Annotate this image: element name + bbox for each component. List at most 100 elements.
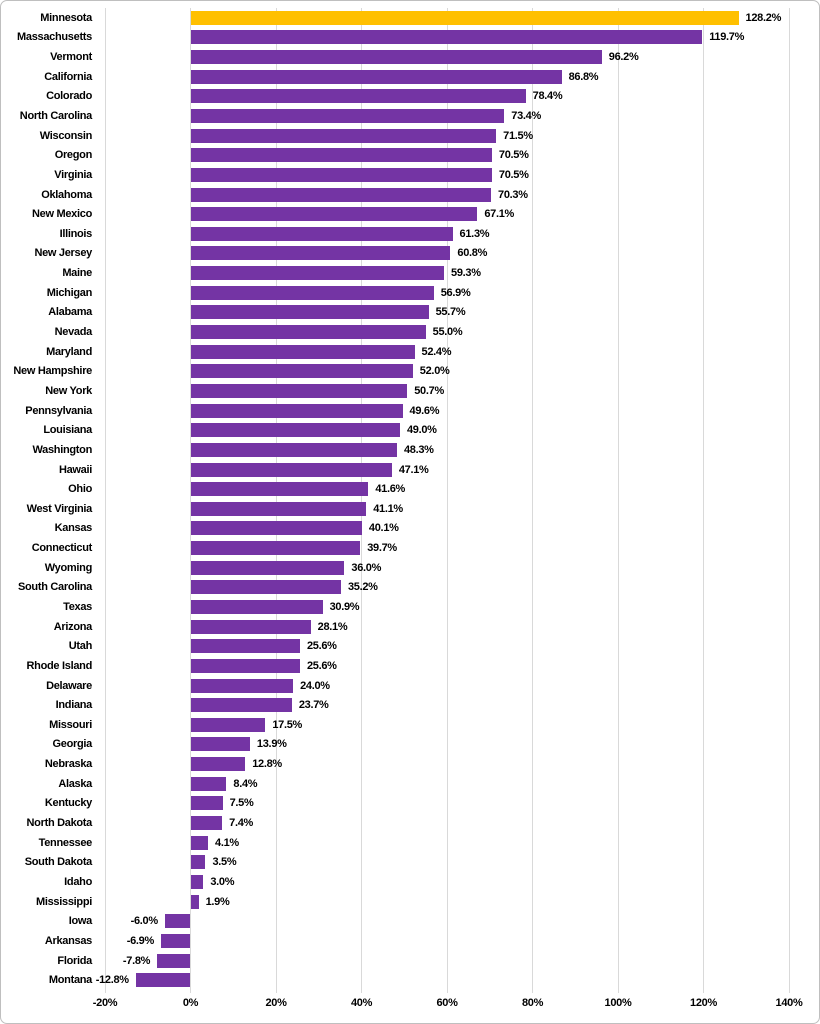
gridline	[190, 8, 191, 993]
value-label: 41.1%	[373, 502, 403, 515]
bar-row: Kentucky 7.5%	[0, 794, 820, 814]
category-label: Florida	[57, 954, 92, 967]
bar	[190, 50, 602, 65]
bar-row: New Hampshire 52.0%	[0, 362, 820, 382]
x-axis-tick-label: 140%	[775, 997, 803, 1009]
category-label: New Hampshire	[13, 365, 92, 378]
category-label: Georgia	[52, 738, 93, 751]
x-axis-tick-label: 0%	[182, 997, 199, 1009]
bar-row: New Mexico 67.1%	[0, 204, 820, 224]
bar	[190, 698, 292, 713]
value-label: 128.2%	[745, 11, 782, 24]
category-label: Colorado	[46, 90, 92, 103]
bar	[190, 482, 369, 497]
value-label: 96.2%	[608, 51, 639, 64]
bar	[190, 89, 526, 104]
bar-row: Oklahoma 70.3%	[0, 185, 820, 205]
bar-row: Michigan 56.9%	[0, 283, 820, 303]
category-label: Nebraska	[44, 758, 92, 771]
bar	[190, 344, 415, 359]
bar-row: Washington 48.3%	[0, 440, 820, 460]
bar-row: North Dakota 7.4%	[0, 813, 820, 833]
bar	[190, 148, 492, 163]
category-label: Alabama	[48, 306, 92, 319]
bar-row: Delaware 24.0%	[0, 676, 820, 696]
bar	[190, 639, 300, 654]
bar	[157, 953, 191, 968]
category-label: New Jersey	[34, 247, 92, 260]
bar-row: Alabama 55.7%	[0, 303, 820, 323]
bar	[190, 285, 434, 300]
category-label: Hawaii	[58, 463, 92, 476]
bar	[190, 167, 492, 182]
value-label: 47.1%	[398, 463, 429, 476]
gridline	[361, 8, 362, 993]
value-label: 25.6%	[306, 659, 337, 672]
value-label: 52.0%	[419, 365, 450, 378]
bar	[190, 894, 199, 909]
bar-row: Texas 30.9%	[0, 597, 820, 617]
bar	[190, 541, 361, 556]
value-label: 48.3%	[403, 443, 434, 456]
value-label: 1.9%	[205, 895, 230, 908]
category-label: Wyoming	[44, 561, 93, 574]
category-label: Rhode Island	[26, 659, 93, 672]
bar	[135, 973, 191, 988]
bar	[190, 580, 341, 595]
bar	[190, 305, 429, 320]
bar	[190, 207, 478, 222]
category-label: Missouri	[49, 718, 92, 731]
value-label: 73.4%	[511, 110, 541, 122]
bar-row: South Carolina 35.2%	[0, 578, 820, 598]
category-label: Nevada	[54, 326, 93, 339]
category-label: West Virginia	[26, 502, 93, 515]
category-label: North Carolina	[19, 110, 93, 122]
value-label: 24.0%	[300, 679, 330, 692]
gridline	[532, 8, 533, 993]
value-label: 71.5%	[503, 129, 533, 142]
bar-row: Mississippi 1.9%	[0, 892, 820, 912]
value-label: 52.4%	[421, 345, 452, 358]
value-label: 67.1%	[484, 208, 515, 221]
value-label: 36.0%	[351, 561, 382, 574]
bar-row: Wyoming 36.0%	[0, 558, 820, 578]
bar	[190, 187, 492, 202]
bar	[190, 69, 562, 84]
bar-row: South Dakota 3.5%	[0, 853, 820, 873]
value-label: 61.3%	[459, 227, 490, 240]
bar-row: New Jersey 60.8%	[0, 244, 820, 264]
value-label: 12.8%	[252, 758, 282, 771]
gridline	[617, 8, 619, 993]
value-label: 7.5%	[229, 797, 254, 810]
category-label: Pennsylvania	[25, 404, 92, 417]
bar-row: Tennessee 4.1%	[0, 833, 820, 853]
category-label: Wisconsin	[39, 129, 93, 142]
bar-row: Maine 59.3%	[0, 263, 820, 283]
category-label: Connecticut	[31, 542, 93, 555]
category-label: New York	[45, 384, 92, 397]
category-label: Idaho	[64, 875, 92, 888]
bar	[190, 737, 250, 752]
category-label: South Dakota	[24, 856, 93, 869]
category-label: Iowa	[68, 915, 93, 928]
x-axis-tick-label: 80%	[521, 997, 544, 1009]
category-label: Ohio	[68, 483, 92, 496]
category-label: Alaska	[58, 777, 92, 790]
bar	[190, 600, 323, 614]
bar-row: Maryland 52.4%	[0, 342, 820, 362]
bar	[190, 364, 413, 379]
value-label: 13.9%	[256, 738, 287, 751]
bar	[190, 226, 453, 241]
category-label: Oregon	[54, 149, 93, 162]
value-label: 41.6%	[375, 483, 406, 496]
value-label: 17.5%	[272, 718, 303, 731]
bar	[190, 246, 451, 261]
bar	[190, 560, 345, 575]
category-label: Illinois	[59, 227, 93, 240]
bar-row: Massachusetts 119.7%	[0, 28, 820, 48]
category-label: Utah	[68, 640, 93, 653]
value-label: 78.4%	[532, 90, 563, 103]
bar-row: Virginia 70.5%	[0, 165, 820, 185]
value-label: 39.7%	[367, 542, 397, 555]
